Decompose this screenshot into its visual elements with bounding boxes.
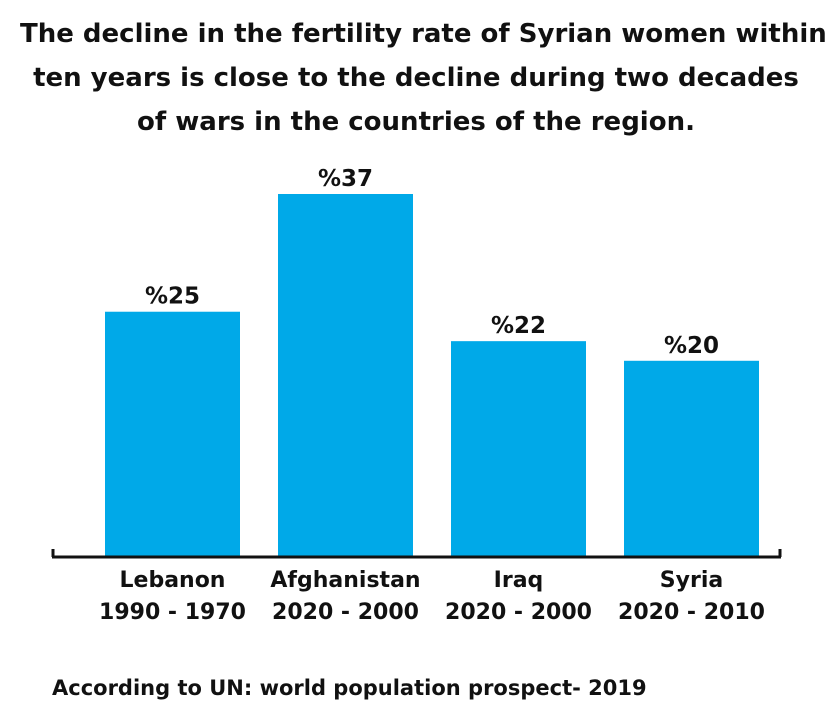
period-label: 2020 - 2000 [445, 600, 592, 625]
title-line-2: ten years is close to the decline during… [33, 63, 799, 93]
title-line-1: The decline in the fertility rate of Syr… [20, 19, 827, 49]
bar-lebanon [105, 311, 240, 557]
bar-iraq [451, 341, 586, 557]
category-label: Syria [660, 568, 723, 593]
bar-afghanistan [278, 194, 413, 557]
category-label: Iraq [494, 568, 544, 593]
period-label: 2020 - 2010 [618, 600, 765, 625]
data-label: %22 [491, 313, 546, 339]
data-label: %37 [318, 166, 373, 192]
chart-title: The decline in the fertility rate of Syr… [20, 12, 827, 144]
source-note: According to UN: world population prospe… [52, 676, 647, 700]
period-label: 2020 - 2000 [272, 600, 419, 625]
data-label: %20 [664, 333, 719, 359]
data-label: %25 [145, 284, 200, 310]
category-label: Lebanon [120, 568, 226, 593]
title-line-3: of wars in the countries of the region. [137, 107, 695, 137]
bar-syria [624, 360, 759, 557]
category-label: Afghanistan [270, 568, 420, 593]
period-label: 1990 - 1970 [99, 600, 246, 625]
